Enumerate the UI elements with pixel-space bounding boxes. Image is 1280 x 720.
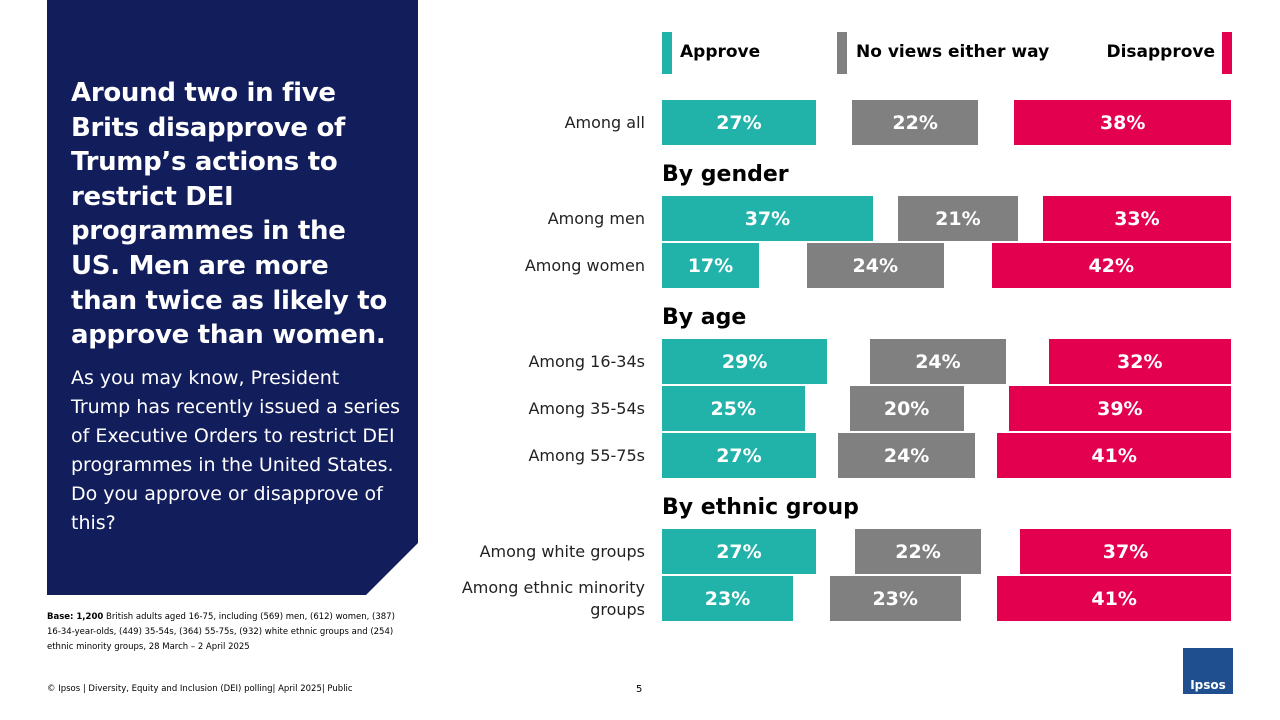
category-text: Among white groups [479, 541, 645, 561]
bar: 22% [855, 529, 981, 574]
value-label: 17% [687, 254, 734, 277]
section-title: By age [662, 305, 747, 330]
category-label: Among ethnic minority groups [445, 576, 645, 621]
legend-label: No views either way [856, 42, 1050, 62]
category-text: Among ethnic minority groups [461, 577, 645, 619]
category-text: Among women [524, 255, 645, 275]
page-number: 5 [636, 684, 643, 695]
bar: 42% [991, 243, 1231, 288]
bar: 24% [869, 339, 1007, 384]
value-label: 37% [1102, 540, 1149, 563]
bar: 22% [852, 100, 978, 145]
legend-swatch [837, 32, 847, 74]
value-label: 37% [744, 207, 791, 230]
base-text: British adults aged 16-75, including (56… [47, 612, 395, 652]
category-text: Among 55-75s [528, 445, 645, 465]
value-label: 27% [716, 111, 762, 134]
bar: 24% [806, 243, 944, 288]
bar: 37% [662, 196, 873, 241]
bar: 38% [1014, 100, 1231, 145]
footnote: Base: 1,200 British adults aged 16-75, i… [47, 610, 407, 655]
value-label: 24% [852, 254, 898, 277]
bar: 23% [829, 576, 961, 621]
category-text: Among 16-34s [528, 351, 645, 371]
bar: 17% [662, 243, 759, 288]
value-label: 21% [935, 207, 981, 230]
value-label: 38% [1099, 111, 1146, 134]
bar: 27% [662, 100, 816, 145]
value-label: 25% [710, 397, 756, 420]
category-label: Among all [445, 100, 645, 145]
bar: 23% [662, 576, 794, 621]
bar: 20% [849, 386, 964, 431]
category-text: Among all [564, 112, 645, 132]
value-label: 23% [704, 587, 751, 610]
category-label: Among women [445, 243, 645, 288]
bar: 21% [898, 196, 1018, 241]
legend-label: Approve [680, 42, 761, 62]
value-label: 29% [721, 350, 768, 373]
text-panel: Around two in five Brits disapprove of T… [47, 0, 418, 595]
value-label: 27% [716, 444, 762, 467]
category-text: Among men [547, 208, 645, 228]
bar: 24% [838, 433, 975, 478]
value-label: 32% [1117, 350, 1163, 373]
value-label: 20% [883, 397, 930, 420]
value-label: 27% [716, 540, 762, 563]
category-label: Among men [445, 196, 645, 241]
section-title: By ethnic group [662, 495, 859, 520]
bar: 39% [1008, 386, 1231, 431]
value-label: 24% [915, 350, 961, 373]
value-label: 41% [1091, 587, 1137, 610]
category-label: Among white groups [445, 529, 645, 574]
bar: 25% [662, 386, 805, 431]
bar: 27% [662, 433, 816, 478]
bar: 41% [997, 576, 1231, 621]
footer-source: © Ipsos | Diversity, Equity and Inclusio… [47, 684, 353, 694]
category-label: Among 35-54s [445, 386, 645, 431]
value-label: 33% [1114, 207, 1160, 230]
bar: 41% [997, 433, 1231, 478]
section-title: By gender [662, 162, 789, 187]
category-text: Among 35-54s [528, 398, 645, 418]
value-label: 22% [892, 111, 938, 134]
legend-swatch [1222, 32, 1232, 74]
value-label: 22% [895, 540, 941, 563]
bar: 33% [1042, 196, 1231, 241]
bar: 32% [1048, 339, 1231, 384]
value-label: 24% [883, 444, 930, 467]
logo: Ipsos [1183, 648, 1233, 694]
bar: 29% [662, 339, 828, 384]
bar: 37% [1020, 529, 1231, 574]
legend-label: Disapprove [1106, 42, 1215, 62]
value-label: 42% [1088, 254, 1135, 277]
headline: Around two in five Brits disapprove of T… [71, 78, 387, 351]
category-label: Among 16-34s [445, 339, 645, 384]
base-label: Base: 1,200 [47, 612, 104, 622]
value-label: 39% [1097, 397, 1143, 420]
value-label: 23% [872, 587, 918, 610]
bar: 27% [662, 529, 816, 574]
question: As you may know, President Trump has rec… [71, 367, 401, 534]
category-label: Among 55-75s [445, 433, 645, 478]
legend-swatch [662, 32, 672, 74]
value-label: 41% [1091, 444, 1137, 467]
